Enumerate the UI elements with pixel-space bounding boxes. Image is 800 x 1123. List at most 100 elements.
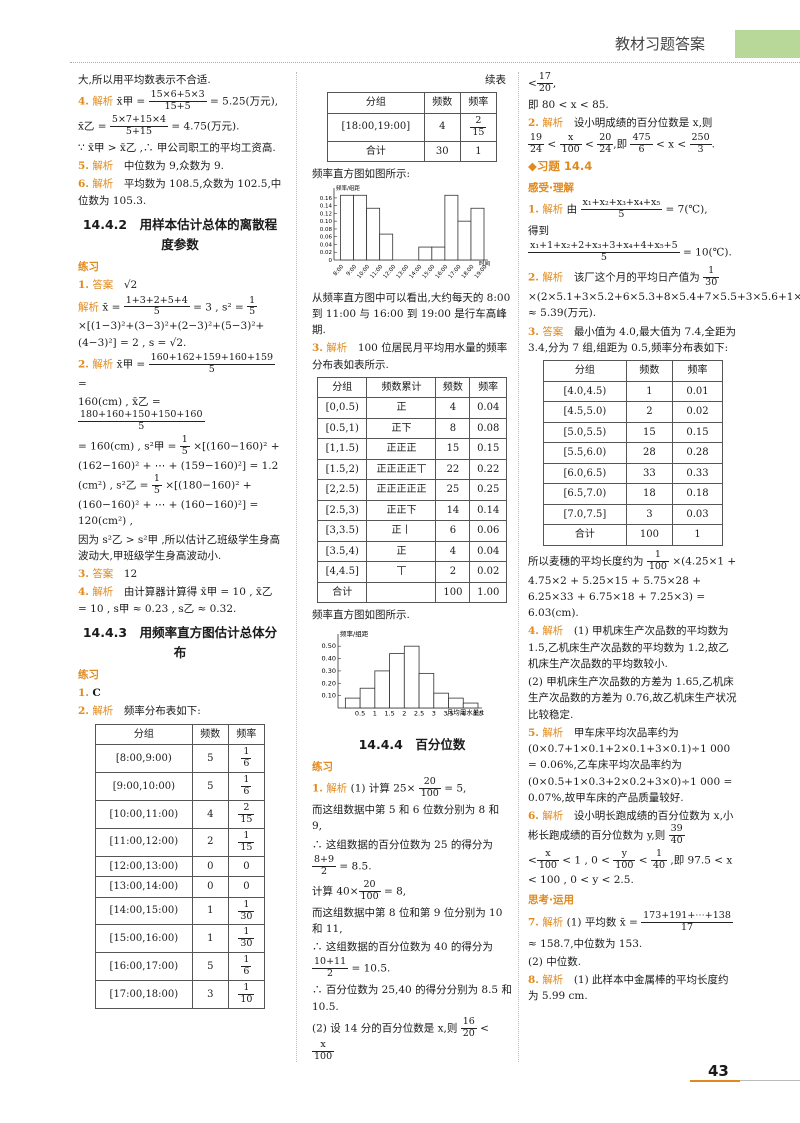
formula-line: x̄乙 = 5×7+15×4 5+15 = 4.75(万元). [78, 114, 240, 138]
x-tick-label: 16:00 [435, 264, 450, 280]
answer-5f: 5. 解析 甲车床平均次品率约为(0×0.7+1×0.1+2×0.1+3×0.1… [528, 726, 733, 804]
x-tick-label: 15:00 [422, 264, 437, 280]
histogram-bar [403, 645, 420, 709]
table-row: 合计 100 1 [543, 524, 723, 546]
column-left: 大,所以用平均数表示不合适. 4. 解析 x̄甲 = 15×6+5×3 15+5 … [78, 72, 282, 1013]
table-row: [9:00,10:00) 5 1 6 [95, 772, 266, 801]
formula-line: < x 100 < 1 , 0 < y 100 < 1 40 ,即 97.5 < x <… [528, 848, 733, 887]
fraction: 1 10 [238, 982, 255, 1006]
answer-3m: 3. 解析 100 位居民月平均用水量的频率分布表如表所示. [312, 342, 508, 371]
table-row: [18:00,19:00] 4 2 15 [327, 112, 498, 142]
table-row: [3,3.5) 正丨 6 0.06 [316, 520, 507, 542]
fraction: 250 3 [689, 132, 712, 156]
table-row: [1,1.5) 正正正 15 0.15 [316, 438, 507, 460]
y-tick-label: 0.02 [320, 251, 332, 257]
table-row: [17:00,18:00) 3 1 10 [95, 980, 266, 1009]
histogram-bar [418, 247, 433, 261]
table-row: [8:00,9:00) 5 1 6 [95, 744, 266, 774]
y-tick-label: 0.16 [320, 196, 333, 202]
table-row: [4.0,4.5) 1 0.01 [543, 380, 723, 403]
table-row: [2.5,3) 正正下 14 0.14 [316, 499, 507, 522]
fraction: 160+162+159+160+159 5 [148, 351, 276, 375]
x-tick-label: 1 [373, 709, 377, 717]
y-tick-label: 0.10 [322, 691, 336, 699]
table-row: [14:00,15:00) 1 1 30 [95, 896, 266, 926]
table-row: [2,2.5) 正正正正正 25 0.25 [316, 479, 507, 501]
text-line: 频率直方图如图所示: [312, 168, 411, 181]
answer-6: 6. 解析 平均数为 108.5,众数为 102.5,中位数为 105.3. [78, 178, 282, 207]
histogram-bar [366, 208, 381, 261]
histogram-bar [389, 652, 405, 709]
column-middle: 续表 分组 频数 频率 [18:00,19:00] 4 2 15 合计 30 1 频率直… [312, 72, 512, 1064]
table-header: 频率 [227, 723, 266, 746]
table-row: [0.5,1) 正下 8 0.08 [316, 417, 507, 440]
formula-line: <17 20, [528, 71, 557, 94]
table-row: [4,4.5] 丅 2 0.02 [316, 561, 507, 583]
column-divider [296, 72, 297, 1062]
text-line: (2) 甲机床生产次品数的方差为 1.65,乙机床生产次品数的方差为 0.76,… [528, 676, 737, 721]
fraction: 10+11 2 [312, 956, 349, 980]
y-tick-label: 0.12 [320, 212, 332, 218]
fraction: 15×6+5×3 15+5 [148, 89, 207, 113]
fraction: 1 40 [650, 848, 668, 872]
x-tick-label: 18:00 [461, 264, 476, 280]
fraction: 16 20 [460, 1015, 477, 1039]
x-tick-label: 10:00 [356, 264, 371, 280]
x-tick-label: 13:00 [396, 264, 411, 280]
x-axis-label: 月均用水量/t [447, 707, 485, 716]
y-tick-label: 0.04 [320, 243, 333, 249]
wheat-length-table: 分组 频数 频率 [4.0,4.5) 1 0.01 [4.5,5.0) 2 0.02 [5.… [543, 360, 723, 546]
column-right: <17 20, 即 80 < x < 85. 2. 解析 设小明成绩的百分位数是 … [528, 71, 800, 1007]
histogram-bar [344, 697, 361, 709]
x-tick-label: 0.5 [355, 709, 365, 717]
table-header: 分组 [316, 376, 368, 399]
fraction: x₁+x₂+x₃+x₄+x₅ 5 [580, 197, 663, 221]
y-tick-label: 0.14 [320, 204, 333, 210]
y-tick-label: 0.40 [322, 654, 336, 662]
table-row: [4.5,5.0) 2 0.02 [543, 401, 723, 423]
table-row: [3.5,4) 正 4 0.04 [316, 540, 507, 563]
y-tick-label: 0 [329, 258, 333, 264]
y-tick-label: 0.50 [322, 642, 336, 650]
text-line: ∴ 这组数据的百分位数为 40 的得分为 [312, 941, 493, 954]
answer-1c: 1. C [78, 687, 101, 700]
table-row: [16:00,17:00) 5 1 6 [95, 952, 266, 982]
section-title: 14.4.4 百分位数 [358, 737, 466, 752]
fraction: 1 30 [238, 898, 255, 922]
page-number: 43 [708, 1062, 729, 1080]
fraction: 20 24 [597, 132, 614, 156]
formula-line: 10+11 2 = 10.5. [312, 956, 391, 980]
page-rule-accent [690, 1080, 740, 1082]
table-header: 分组 [95, 723, 193, 746]
answer-2e: 2. 解析 设小明成绩的百分位数是 x,则 [528, 117, 713, 130]
subsection-label: 感受·理解 [528, 182, 574, 195]
x-axis-label: 时间 [479, 260, 490, 268]
fraction: 1 100 [646, 548, 669, 572]
subsection-label: 练习 [312, 761, 333, 773]
formula-line: 160(cm) , x̄乙 = 180+160+150+150+160 5 [78, 396, 205, 433]
fraction: 1 15 [238, 829, 255, 853]
section-title: 14.4.2 用样本估计总体的离散程度参数 [82, 217, 278, 253]
fraction: 20 100 [358, 878, 381, 902]
formula-line: 8+9 2 = 8.5. [312, 853, 372, 877]
frequency-table: 分组 频数 频率 [8:00,9:00) 5 1 6 [9:00,10:00) 5 1 6 [1… [95, 723, 266, 1009]
x-tick-label: 3 [432, 709, 436, 717]
table-row: [0,0.5) 正 4 0.04 [316, 397, 507, 419]
answer-2c: 2. 解析 频率分布表如下: [78, 705, 201, 718]
fraction: 2 15 [238, 801, 255, 825]
page-rule [740, 1080, 800, 1081]
table-row: [7.0,7.5] 3 0.03 [543, 503, 723, 526]
subsection-label: 练习 [78, 261, 99, 274]
x-tick-label: 4.5 [473, 709, 483, 717]
fraction: x 100 [312, 1038, 335, 1062]
fraction: x 100 [559, 132, 582, 156]
answer-4b: 4. 解析 由计算器计算得 x̄甲 = 10 , x̄乙 = 10 , s甲 ≈… [78, 586, 273, 615]
fraction: 180+160+150+150+160 5 [78, 409, 205, 433]
table-header: 频数 [625, 360, 674, 382]
exercise-heading: ◆习题 14.4 [528, 159, 593, 174]
